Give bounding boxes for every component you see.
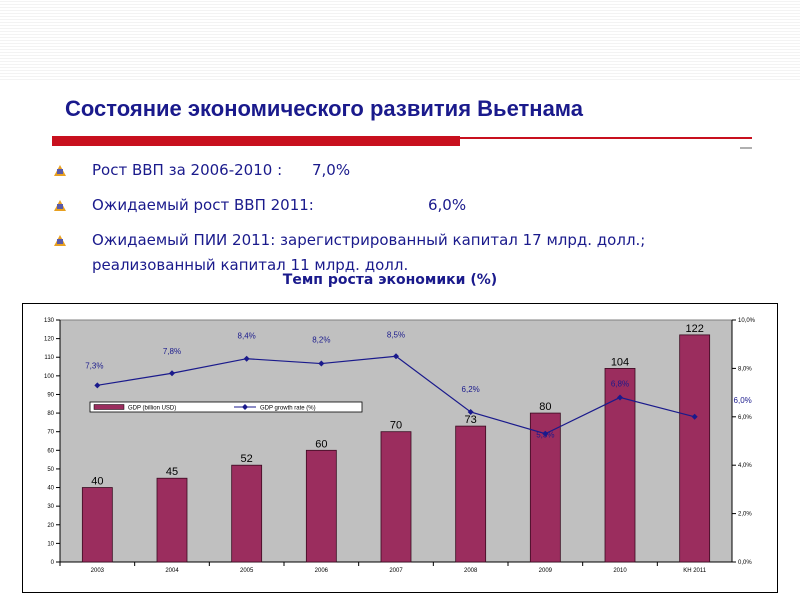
bullet-list: Рост ВВП за 2006-2010 : 7,0% Ожидаемый ро… bbox=[52, 158, 752, 288]
gdp-chart: 0 10 20 30 40 50 60 70 80 90 100 110 120 130 0,0% 2,0% 4… bbox=[22, 303, 778, 593]
x-tick-label: 2003 bbox=[91, 568, 105, 574]
growth-rate-label: 8,5% bbox=[387, 330, 405, 339]
growth-rate-label: 5,3% bbox=[536, 431, 554, 440]
y-left-tick-label: 100 bbox=[44, 374, 55, 380]
bar-gdp bbox=[529, 412, 561, 563]
title-accent-bar bbox=[52, 136, 460, 146]
bar-gdp bbox=[380, 431, 412, 563]
growth-rate-point bbox=[243, 355, 250, 362]
x-tick-label: 2007 bbox=[389, 568, 403, 574]
bar-gdp bbox=[156, 477, 188, 563]
bar-data-label: 80 bbox=[539, 401, 551, 413]
bar-data-label: 104 bbox=[611, 356, 629, 368]
bar-gdp bbox=[604, 368, 636, 563]
y-left-tick-label: 130 bbox=[44, 318, 55, 324]
growth-rate-label: 8,2% bbox=[312, 336, 330, 345]
title-accent-line bbox=[460, 137, 752, 139]
growth-rate-label: 6,2% bbox=[462, 385, 480, 394]
growth-rate-label: 8,4% bbox=[238, 332, 256, 341]
growth-rate-point bbox=[542, 430, 549, 437]
x-tick-label: KH 2011 bbox=[683, 568, 707, 574]
y-left-tick-label: 90 bbox=[47, 392, 54, 398]
y-right-tick-label: 6,0% bbox=[738, 415, 752, 421]
growth-rate-label: 6,8% bbox=[611, 379, 629, 388]
legend-swatch-gdp bbox=[93, 404, 125, 410]
y-right-tick-label: 8,0% bbox=[738, 366, 752, 372]
x-tick-label: 2004 bbox=[165, 568, 179, 574]
x-tick-label: 2008 bbox=[464, 568, 478, 574]
bullet-value: 7,0% bbox=[312, 161, 351, 179]
legend-box bbox=[89, 401, 363, 413]
y-right-tick-label: 2,0% bbox=[738, 512, 752, 518]
x-tick-label: 2010 bbox=[613, 568, 627, 574]
y-left-tick-label: 120 bbox=[44, 337, 55, 343]
growth-rate-label: 7,8% bbox=[163, 347, 181, 356]
growth-rate-point bbox=[467, 408, 474, 415]
y-left-tick-label: 70 bbox=[47, 430, 54, 436]
growth-rate-point bbox=[617, 394, 623, 401]
bullet-value: 6,0% bbox=[428, 196, 467, 214]
growth-rate-point bbox=[318, 360, 325, 367]
bullet-gdp-2006-2010: Рост ВВП за 2006-2010 : 7,0% bbox=[52, 158, 752, 183]
chart-title: Темп роста экономики (%) bbox=[282, 272, 498, 288]
bar-gdp bbox=[679, 334, 711, 563]
bullet-text: Ожидаемый ПИИ 2011: зарегистрированный к… bbox=[92, 231, 646, 274]
bar-data-label: 40 bbox=[91, 476, 103, 488]
bar-gdp bbox=[305, 449, 337, 563]
y-left-tick-label: 110 bbox=[44, 355, 54, 361]
y-left-tick-label: 10 bbox=[47, 541, 54, 547]
y-left-tick-label: 30 bbox=[47, 504, 54, 510]
x-tick-label: 2005 bbox=[240, 568, 254, 574]
bullet-label: Рост ВВП за 2006-2010 : bbox=[92, 161, 283, 179]
y-left-tick-label: 20 bbox=[47, 523, 54, 529]
legend-label-growth: GDP growth rate (%) bbox=[260, 406, 316, 412]
bar-gdp bbox=[231, 464, 263, 563]
x-tick-label: 2009 bbox=[539, 568, 553, 574]
legend-label-gdp: GDP (billion USD) bbox=[128, 406, 176, 412]
slide-title: Состояние экономического развития Вьетна… bbox=[65, 96, 584, 121]
x-tick-label: 2006 bbox=[315, 568, 329, 574]
bar-data-label: 122 bbox=[685, 323, 703, 335]
growth-rate-point bbox=[94, 382, 101, 389]
bullet-gdp-2011: Ожидаемый рост ВВП 2011: 6,0% bbox=[52, 193, 752, 218]
y-left-tick-label: 60 bbox=[47, 448, 54, 454]
growth-rate-point bbox=[393, 353, 399, 360]
bullet-icon bbox=[54, 165, 66, 176]
y-right-tick-label: 0,0% bbox=[738, 560, 752, 566]
bar-data-label: 52 bbox=[241, 453, 253, 465]
growth-rate-label: 7,3% bbox=[85, 361, 103, 370]
title-accent-tick bbox=[740, 147, 752, 149]
legend-marker-growth bbox=[242, 404, 248, 410]
bullet-label: Ожидаемый рост ВВП 2011: bbox=[92, 196, 314, 214]
bar-data-label: 70 bbox=[390, 420, 402, 432]
y-right-tick-label: 4,0% bbox=[738, 463, 752, 469]
header-background bbox=[0, 0, 800, 80]
y-right-tick-label: 10,0% bbox=[738, 318, 756, 324]
bar-gdp bbox=[455, 425, 487, 563]
y-left-tick-label: 50 bbox=[47, 467, 54, 473]
bullet-icon bbox=[54, 200, 66, 211]
bar-gdp bbox=[81, 487, 113, 563]
growth-rate-point bbox=[691, 413, 698, 420]
bullet-icon bbox=[54, 235, 66, 246]
bar-data-label: 45 bbox=[166, 466, 178, 478]
growth-rate-label: 6,0% bbox=[734, 396, 752, 405]
bullet-fdi-2011: Ожидаемый ПИИ 2011: зарегистрированный к… bbox=[52, 228, 752, 278]
y-left-tick-label: 80 bbox=[47, 411, 54, 417]
bar-data-label: 73 bbox=[465, 414, 477, 426]
y-left-tick-label: 0 bbox=[51, 560, 55, 566]
y-left-tick-label: 40 bbox=[47, 486, 54, 492]
bar-data-label: 60 bbox=[315, 438, 327, 450]
growth-rate-point bbox=[169, 370, 175, 377]
